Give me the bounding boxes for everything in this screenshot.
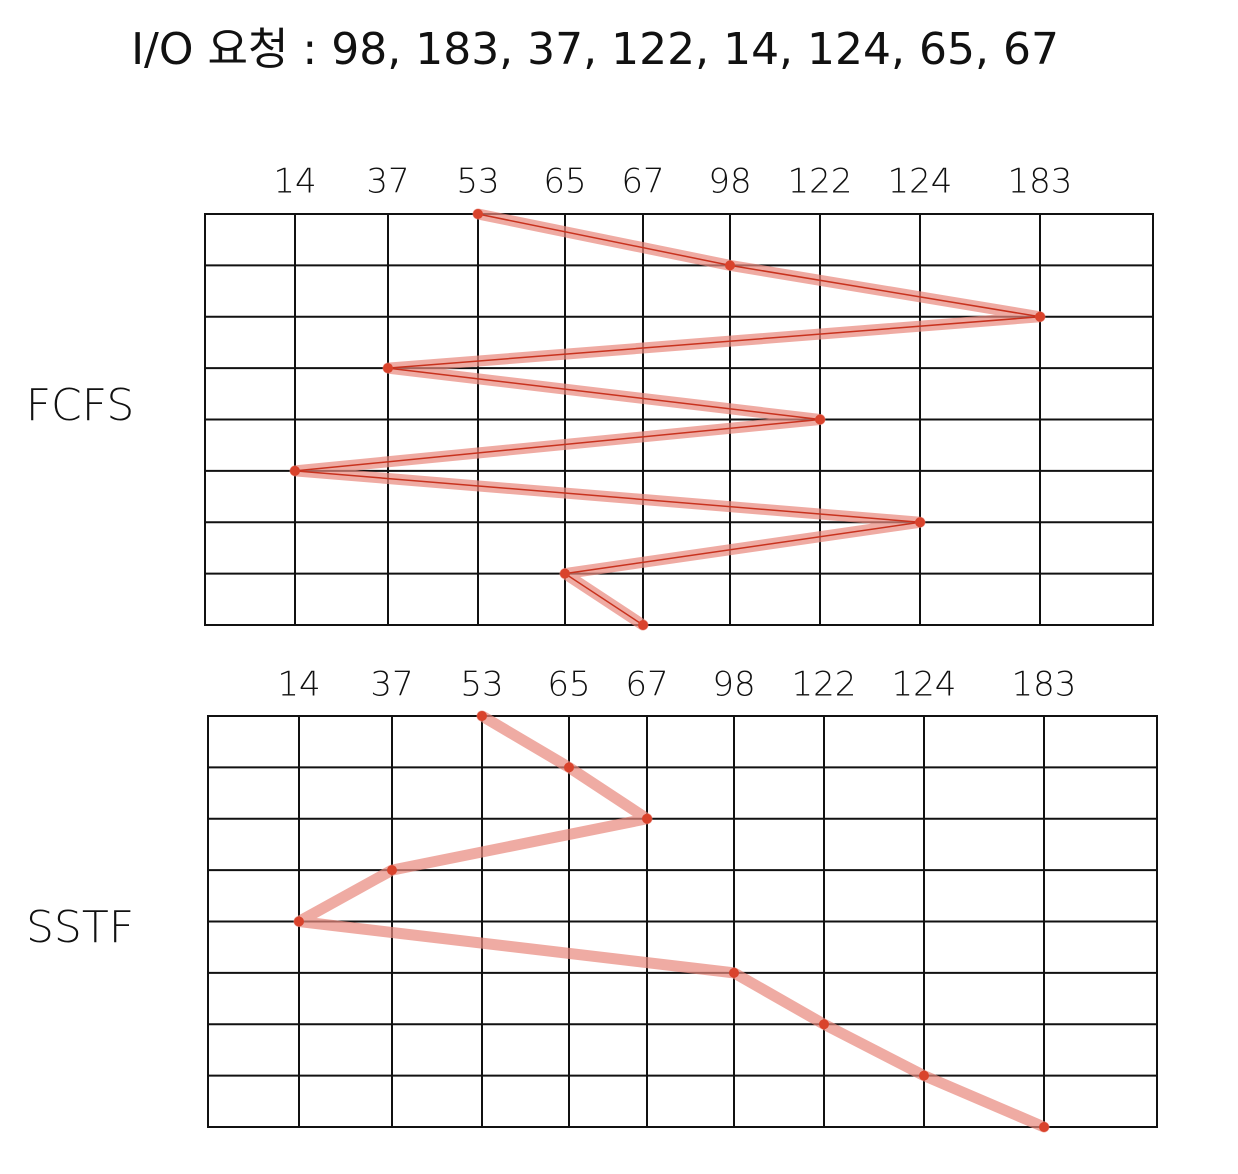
column-label: 65 bbox=[547, 665, 590, 705]
column-label: 67 bbox=[625, 665, 668, 705]
column-label: 98 bbox=[708, 162, 751, 202]
seek-point bbox=[477, 711, 487, 721]
column-label: 122 bbox=[792, 665, 857, 705]
seek-point bbox=[387, 865, 397, 876]
column-label: 183 bbox=[1008, 162, 1073, 202]
column-label: 37 bbox=[370, 665, 413, 705]
column-label: 122 bbox=[788, 162, 853, 202]
seek-point bbox=[294, 916, 304, 927]
seek-point bbox=[815, 414, 825, 425]
title: I/O 요청 : 98, 183, 37, 122, 14, 124, 65, … bbox=[131, 24, 1059, 75]
column-label: 37 bbox=[366, 162, 409, 202]
column-label: 53 bbox=[456, 162, 499, 202]
column-label: 124 bbox=[888, 162, 953, 202]
column-label: 53 bbox=[460, 665, 503, 705]
seek-point bbox=[564, 762, 574, 773]
column-label: 65 bbox=[543, 162, 586, 202]
column-label: 14 bbox=[273, 162, 316, 202]
seek-point bbox=[725, 260, 735, 271]
seek-point bbox=[819, 1019, 829, 1030]
seek-point bbox=[642, 813, 652, 824]
column-label: 124 bbox=[892, 665, 957, 705]
column-label: 14 bbox=[277, 665, 320, 705]
seek-point bbox=[919, 1070, 929, 1081]
seek-point bbox=[560, 568, 570, 579]
panel-label: SSTF bbox=[26, 902, 134, 953]
seek-point bbox=[638, 620, 648, 630]
panel-label: FCFS bbox=[26, 380, 135, 431]
seek-point bbox=[729, 967, 739, 978]
seek-point bbox=[915, 517, 925, 528]
seek-point bbox=[1035, 311, 1045, 322]
seek-point bbox=[473, 209, 483, 219]
column-label: 98 bbox=[712, 665, 755, 705]
seek-point bbox=[383, 363, 393, 374]
column-label: 183 bbox=[1012, 665, 1077, 705]
seek-point bbox=[1039, 1122, 1049, 1132]
column-label: 67 bbox=[621, 162, 664, 202]
seek-point bbox=[290, 465, 300, 476]
